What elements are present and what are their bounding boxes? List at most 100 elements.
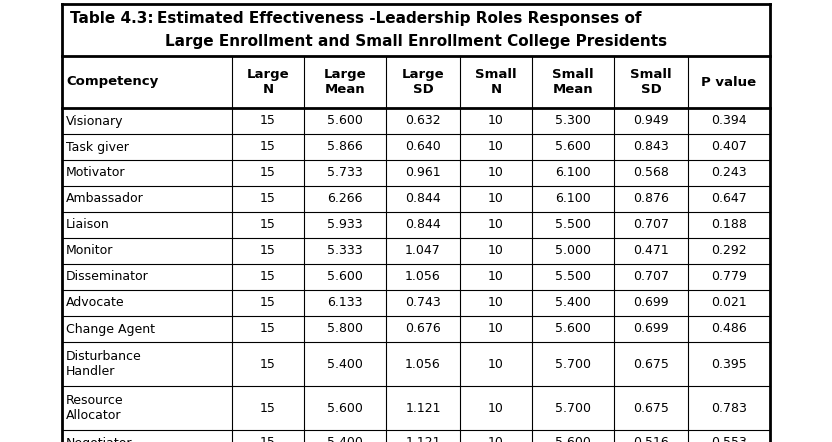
Text: 0.647: 0.647 <box>711 193 747 206</box>
Text: 0.188: 0.188 <box>711 218 747 232</box>
Text: Resource
Allocator: Resource Allocator <box>66 394 124 422</box>
Text: 10: 10 <box>488 193 504 206</box>
Text: 0.394: 0.394 <box>711 114 747 127</box>
Text: 5.733: 5.733 <box>327 167 363 179</box>
Text: 0.843: 0.843 <box>633 141 669 153</box>
Text: 5.933: 5.933 <box>327 218 363 232</box>
Text: 10: 10 <box>488 297 504 309</box>
Text: 5.600: 5.600 <box>327 114 363 127</box>
Text: Disseminator: Disseminator <box>66 271 149 283</box>
Text: 0.783: 0.783 <box>711 401 747 415</box>
Text: 10: 10 <box>488 114 504 127</box>
Text: 10: 10 <box>488 437 504 442</box>
Text: 15: 15 <box>260 114 276 127</box>
Text: 0.021: 0.021 <box>711 297 747 309</box>
Text: Disturbance
Handler: Disturbance Handler <box>66 350 141 378</box>
Text: 0.949: 0.949 <box>633 114 669 127</box>
Text: 15: 15 <box>260 141 276 153</box>
Text: 10: 10 <box>488 271 504 283</box>
Text: Competency: Competency <box>66 76 158 88</box>
Text: Small
N: Small N <box>475 68 517 96</box>
Text: 0.632: 0.632 <box>405 114 441 127</box>
Text: 15: 15 <box>260 244 276 258</box>
Text: 5.000: 5.000 <box>555 244 591 258</box>
Text: 5.500: 5.500 <box>555 218 591 232</box>
Text: 5.800: 5.800 <box>327 323 363 335</box>
Text: 15: 15 <box>260 271 276 283</box>
Text: 0.675: 0.675 <box>633 401 669 415</box>
Text: 15: 15 <box>260 323 276 335</box>
Text: 10: 10 <box>488 244 504 258</box>
Text: 5.700: 5.700 <box>555 358 591 370</box>
Text: 0.471: 0.471 <box>633 244 669 258</box>
Text: 15: 15 <box>260 401 276 415</box>
Text: 0.568: 0.568 <box>633 167 669 179</box>
Text: 10: 10 <box>488 141 504 153</box>
Text: 0.676: 0.676 <box>405 323 441 335</box>
Text: 10: 10 <box>488 167 504 179</box>
Text: Advocate: Advocate <box>66 297 125 309</box>
Text: Ambassador: Ambassador <box>66 193 144 206</box>
Text: 0.553: 0.553 <box>711 437 747 442</box>
Text: 15: 15 <box>260 193 276 206</box>
Text: Large
SD: Large SD <box>402 68 444 96</box>
Text: 0.675: 0.675 <box>633 358 669 370</box>
Text: 15: 15 <box>260 297 276 309</box>
Text: 0.516: 0.516 <box>633 437 669 442</box>
Text: 0.407: 0.407 <box>711 141 747 153</box>
Text: Large
N: Large N <box>246 68 290 96</box>
Text: 10: 10 <box>488 323 504 335</box>
Text: 5.600: 5.600 <box>555 141 591 153</box>
Text: 15: 15 <box>260 167 276 179</box>
Text: 5.300: 5.300 <box>555 114 591 127</box>
Text: 0.743: 0.743 <box>405 297 441 309</box>
Text: 5.600: 5.600 <box>555 437 591 442</box>
Text: 5.600: 5.600 <box>327 271 363 283</box>
Text: 0.844: 0.844 <box>405 193 441 206</box>
Text: 5.866: 5.866 <box>327 141 363 153</box>
Text: 1.121: 1.121 <box>405 401 441 415</box>
Text: 0.961: 0.961 <box>405 167 441 179</box>
Text: 5.600: 5.600 <box>327 401 363 415</box>
Text: 6.100: 6.100 <box>555 193 591 206</box>
Text: 5.333: 5.333 <box>327 244 363 258</box>
Text: Change Agent: Change Agent <box>66 323 155 335</box>
Text: 6.100: 6.100 <box>555 167 591 179</box>
Text: Task giver: Task giver <box>66 141 129 153</box>
Text: 15: 15 <box>260 437 276 442</box>
Text: 15: 15 <box>260 218 276 232</box>
Text: 0.486: 0.486 <box>711 323 747 335</box>
Text: 10: 10 <box>488 218 504 232</box>
Text: 0.844: 0.844 <box>405 218 441 232</box>
Text: P value: P value <box>701 76 756 88</box>
Text: 0.779: 0.779 <box>711 271 747 283</box>
Text: 10: 10 <box>488 401 504 415</box>
Text: Monitor: Monitor <box>66 244 113 258</box>
Text: 5.700: 5.700 <box>555 401 591 415</box>
Text: 0.395: 0.395 <box>711 358 747 370</box>
Text: 0.707: 0.707 <box>633 271 669 283</box>
Text: 5.400: 5.400 <box>327 437 363 442</box>
Text: 0.243: 0.243 <box>711 167 747 179</box>
Text: 1.056: 1.056 <box>405 271 441 283</box>
Text: 0.640: 0.640 <box>405 141 441 153</box>
Text: 5.400: 5.400 <box>327 358 363 370</box>
Text: 1.047: 1.047 <box>405 244 441 258</box>
Text: 0.699: 0.699 <box>633 297 669 309</box>
Text: Small
Mean: Small Mean <box>552 68 594 96</box>
Text: 10: 10 <box>488 358 504 370</box>
Text: Small
SD: Small SD <box>630 68 671 96</box>
Text: 1.056: 1.056 <box>405 358 441 370</box>
Text: Liaison: Liaison <box>66 218 110 232</box>
Text: Visionary: Visionary <box>66 114 123 127</box>
Text: Negotiator: Negotiator <box>66 437 132 442</box>
Text: 1.121: 1.121 <box>405 437 441 442</box>
Text: Estimated Effectiveness -Leadership Roles Responses of: Estimated Effectiveness -Leadership Role… <box>157 11 641 26</box>
Text: 5.400: 5.400 <box>555 297 591 309</box>
Text: 0.876: 0.876 <box>633 193 669 206</box>
Text: 5.600: 5.600 <box>555 323 591 335</box>
Text: 5.500: 5.500 <box>555 271 591 283</box>
Text: Large
Mean: Large Mean <box>324 68 366 96</box>
Text: 6.266: 6.266 <box>327 193 363 206</box>
Text: Large Enrollment and Small Enrollment College Presidents: Large Enrollment and Small Enrollment Co… <box>165 34 667 49</box>
